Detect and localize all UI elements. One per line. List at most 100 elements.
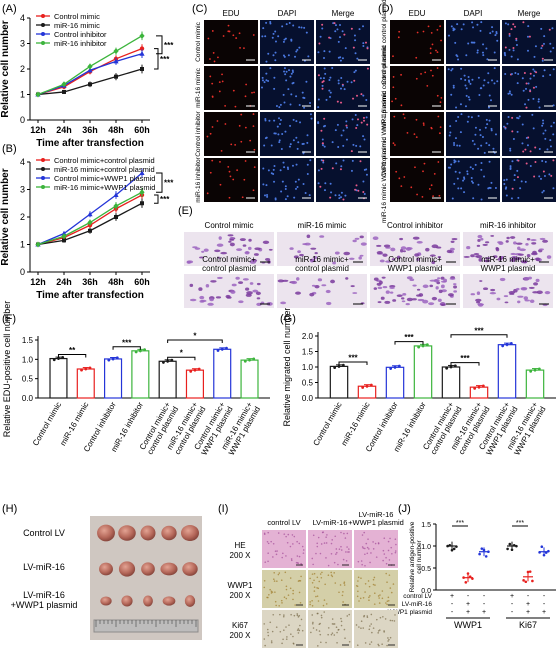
cell-dot [416,193,418,196]
significance-label: *** [456,520,464,527]
stain-dot [363,531,366,534]
cell-dot [515,37,518,40]
cell-dot [243,178,246,181]
stain-dot [310,631,312,634]
cell-dot [306,172,309,175]
cell-dot [548,28,551,31]
migrated-cell [510,252,516,256]
stain-dot [325,557,327,559]
migrated-cell [497,241,503,244]
cell-dot [359,145,362,148]
cell-dot [362,44,365,47]
cell-dot [468,98,471,101]
cell-dot [550,125,553,128]
stain-dot [299,624,301,627]
stain-dot [374,542,377,545]
migrated-cell [236,248,243,252]
cell-dot [429,52,432,54]
micrograph [260,66,314,110]
cell-dot [265,60,268,63]
cell-dot [283,55,286,58]
data-point [35,91,41,98]
migrated-cell [235,276,240,280]
stain-dot [346,546,348,548]
stain-dot [340,549,343,551]
cell-dot [265,184,268,187]
significance-bracket [156,35,163,55]
stain-dot [330,552,333,555]
cell-dot [465,87,468,90]
data-point [140,201,144,206]
migrated-cell [428,302,435,306]
cell-dot [542,122,545,125]
cell-dot [447,68,450,71]
cell-dot [308,194,311,197]
migrated-cell [475,298,482,302]
stain-dot [290,559,293,562]
cell-dot [447,34,450,37]
cell-dot [262,183,265,186]
stain-dot [273,580,276,582]
stain-dot [311,599,313,602]
row-label: Control mimic WWP1 plasmid [381,91,388,177]
cell-dot [277,35,280,38]
cell-dot [356,118,359,121]
cell-dot [430,69,432,72]
cell-dot [542,189,545,192]
stain-dot [269,621,272,624]
migrated-cell [359,235,364,239]
migrated-cell [289,247,294,250]
cell-dot [264,119,267,122]
cell-dot [337,145,340,148]
migrated-cell [406,276,413,280]
stain-dot [313,572,316,575]
cell-dot [338,36,341,39]
stain-dot [323,599,326,601]
cell-dot [474,126,477,129]
data-point [57,357,60,360]
migrated-cell [389,286,395,289]
stain-dot [361,563,363,566]
cell-dot [320,167,323,170]
cell-dot [529,150,532,153]
cell-dots [392,113,442,146]
row-label: WWP1 [228,581,253,590]
cell-dot [331,167,334,170]
legend-entry: miR-16 mimic [54,21,100,30]
cell-dot [317,169,320,172]
migrated-cell [325,289,331,294]
cell-dot [431,74,434,77]
stain-dot [284,571,287,574]
cell-dot [482,43,485,46]
migrated-cell [449,277,456,280]
tumor [184,595,196,607]
image-caption: control plasmid [202,264,256,273]
cell-dot [431,43,434,46]
migrated-cell [381,276,386,279]
image-caption: miR-16 mimic [298,221,347,230]
stain-dot [368,628,371,631]
cell-dot [321,138,324,141]
migrated-cells [289,234,367,265]
cell-dot [473,41,476,44]
migrated-cell [520,287,527,291]
cell-dot [234,143,237,146]
cell-dot [277,117,280,120]
cell-dot [329,182,332,185]
migrated-cell [406,297,413,302]
cell-dot [213,60,216,63]
cell-dot [277,133,280,136]
data-point [337,364,341,368]
cell-dot [269,21,272,24]
migrated-cell [495,247,499,250]
cell-dot [342,144,345,147]
cell-dot [463,191,466,194]
stain-dot [343,628,346,631]
migrated-cell [379,259,385,263]
stain-dot [368,596,370,599]
cell-dot [363,119,366,122]
stain-dot [270,540,272,543]
cell-dot [354,69,357,72]
cell-dot [451,197,454,200]
cell-dot [471,41,474,44]
